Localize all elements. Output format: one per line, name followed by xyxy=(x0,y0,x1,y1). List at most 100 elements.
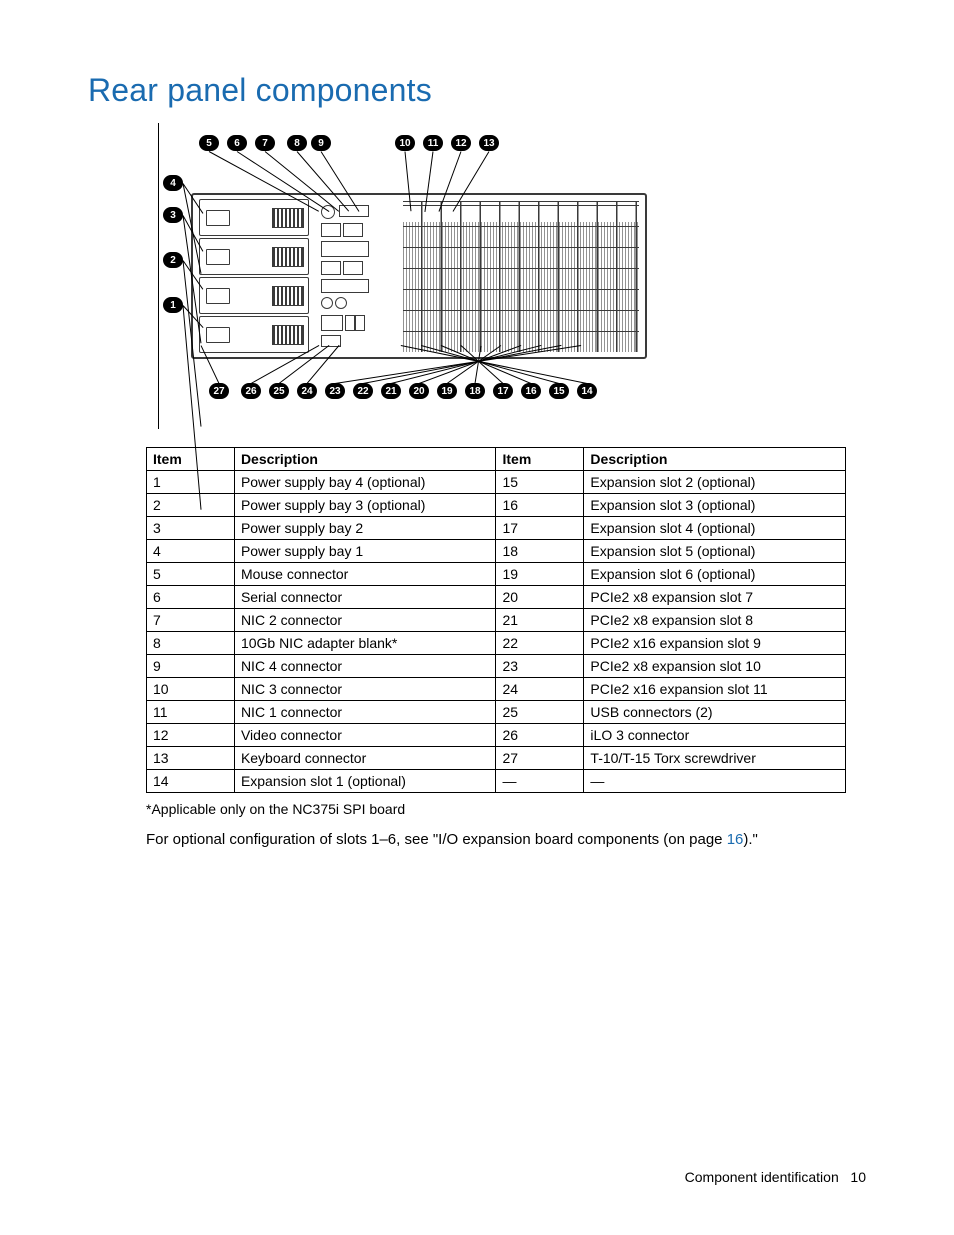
table-cell: NIC 1 connector xyxy=(234,701,496,724)
table-cell: — xyxy=(584,770,846,793)
rear-panel-diagram: 5678910111213432127262524232221201918171… xyxy=(159,123,657,423)
callout-bubble: 13 xyxy=(479,135,499,151)
table-row: 14Expansion slot 1 (optional)—— xyxy=(147,770,846,793)
table-cell: 6 xyxy=(147,586,235,609)
table-cell: — xyxy=(496,770,584,793)
table-row: 9NIC 4 connector23PCIe2 x8 expansion slo… xyxy=(147,655,846,678)
page-reference-link[interactable]: 16 xyxy=(727,831,744,848)
table-row: 1Power supply bay 4 (optional)15Expansio… xyxy=(147,471,846,494)
table-cell: PCIe2 x8 expansion slot 8 xyxy=(584,609,846,632)
callout-bubble: 8 xyxy=(287,135,307,151)
callout-bubble: 7 xyxy=(255,135,275,151)
table-cell: NIC 3 connector xyxy=(234,678,496,701)
table-cell: 19 xyxy=(496,563,584,586)
table-cell: 24 xyxy=(496,678,584,701)
footer-page-number: 10 xyxy=(850,1169,866,1185)
table-cell: 5 xyxy=(147,563,235,586)
table-header-row: Item Description Item Description xyxy=(147,448,846,471)
table-cell: PCIe2 x16 expansion slot 9 xyxy=(584,632,846,655)
psu-bay xyxy=(199,316,309,353)
table-cell: 22 xyxy=(496,632,584,655)
table-cell: 3 xyxy=(147,517,235,540)
table-cell: Serial connector xyxy=(234,586,496,609)
table-cell: Power supply bay 4 (optional) xyxy=(234,471,496,494)
callout-bubble: 5 xyxy=(199,135,219,151)
callout-bubble: 21 xyxy=(381,383,401,399)
chassis-outline xyxy=(191,193,647,359)
table-cell: 1 xyxy=(147,471,235,494)
table-cell: Mouse connector xyxy=(234,563,496,586)
table-row: 2Power supply bay 3 (optional)16Expansio… xyxy=(147,494,846,517)
table-cell: 11 xyxy=(147,701,235,724)
body-text: For optional configuration of slots 1–6,… xyxy=(146,831,727,848)
table-cell: Power supply bay 3 (optional) xyxy=(234,494,496,517)
callout-bubble: 25 xyxy=(269,383,289,399)
table-cell: Video connector xyxy=(234,724,496,747)
table-cell: 10Gb NIC adapter blank* xyxy=(234,632,496,655)
table-cell: Expansion slot 1 (optional) xyxy=(234,770,496,793)
callout-bubble: 10 xyxy=(395,135,415,151)
table-cell: 26 xyxy=(496,724,584,747)
table-cell: Expansion slot 2 (optional) xyxy=(584,471,846,494)
table-cell: 21 xyxy=(496,609,584,632)
io-connector-column xyxy=(317,203,397,349)
table-row: 6Serial connector20PCIe2 x8 expansion sl… xyxy=(147,586,846,609)
table-cell: 23 xyxy=(496,655,584,678)
table-cell: Power supply bay 2 xyxy=(234,517,496,540)
page: Rear panel components xyxy=(0,0,954,1235)
col-header: Description xyxy=(234,448,496,471)
table-cell: Expansion slot 4 (optional) xyxy=(584,517,846,540)
table-cell: 15 xyxy=(496,471,584,494)
callout-bubble: 26 xyxy=(241,383,261,399)
expansion-slots xyxy=(403,201,639,352)
table-cell: 12 xyxy=(147,724,235,747)
table-cell: 7 xyxy=(147,609,235,632)
table-cell: USB connectors (2) xyxy=(584,701,846,724)
table-row: 12Video connector26iLO 3 connector xyxy=(147,724,846,747)
body-paragraph: For optional configuration of slots 1–6,… xyxy=(146,831,866,848)
psu-bay xyxy=(199,238,309,275)
callout-bubble: 16 xyxy=(521,383,541,399)
table-cell: 9 xyxy=(147,655,235,678)
col-header: Description xyxy=(584,448,846,471)
table-cell: Expansion slot 5 (optional) xyxy=(584,540,846,563)
table-cell: 10 xyxy=(147,678,235,701)
table-cell: PCIe2 x8 expansion slot 7 xyxy=(584,586,846,609)
table-row: 11NIC 1 connector25USB connectors (2) xyxy=(147,701,846,724)
callout-bubble: 4 xyxy=(163,175,183,191)
callout-bubble: 6 xyxy=(227,135,247,151)
table-cell: 18 xyxy=(496,540,584,563)
footer-section: Component identification xyxy=(685,1169,839,1185)
callout-bubble: 18 xyxy=(465,383,485,399)
callout-bubble: 12 xyxy=(451,135,471,151)
table-cell: NIC 2 connector xyxy=(234,609,496,632)
table-cell: T-10/T-15 Torx screwdriver xyxy=(584,747,846,770)
callout-bubble: 15 xyxy=(549,383,569,399)
table-row: 13Keyboard connector27T-10/T-15 Torx scr… xyxy=(147,747,846,770)
table-cell: 2 xyxy=(147,494,235,517)
callout-bubble: 14 xyxy=(577,383,597,399)
table-cell: NIC 4 connector xyxy=(234,655,496,678)
callout-bubble: 20 xyxy=(409,383,429,399)
psu-bay xyxy=(199,277,309,314)
table-cell: 27 xyxy=(496,747,584,770)
table-row: 7NIC 2 connector21PCIe2 x8 expansion slo… xyxy=(147,609,846,632)
table-cell: 17 xyxy=(496,517,584,540)
table-cell: PCIe2 x8 expansion slot 10 xyxy=(584,655,846,678)
footnote: *Applicable only on the NC375i SPI board xyxy=(146,801,866,817)
table-cell: Expansion slot 6 (optional) xyxy=(584,563,846,586)
table-cell: iLO 3 connector xyxy=(584,724,846,747)
table-cell: 20 xyxy=(496,586,584,609)
table-cell: Expansion slot 3 (optional) xyxy=(584,494,846,517)
callout-bubble: 24 xyxy=(297,383,317,399)
components-table: Item Description Item Description 1Power… xyxy=(146,447,846,793)
callout-bubble: 22 xyxy=(353,383,373,399)
page-footer: Component identification 10 xyxy=(685,1169,866,1185)
callout-bubble: 2 xyxy=(163,252,183,268)
table-row: 4Power supply bay 118Expansion slot 5 (o… xyxy=(147,540,846,563)
power-supply-column xyxy=(199,199,309,353)
col-header: Item xyxy=(147,448,235,471)
table-row: 3Power supply bay 217Expansion slot 4 (o… xyxy=(147,517,846,540)
callout-bubble: 17 xyxy=(493,383,513,399)
table-row: 10NIC 3 connector24PCIe2 x16 expansion s… xyxy=(147,678,846,701)
